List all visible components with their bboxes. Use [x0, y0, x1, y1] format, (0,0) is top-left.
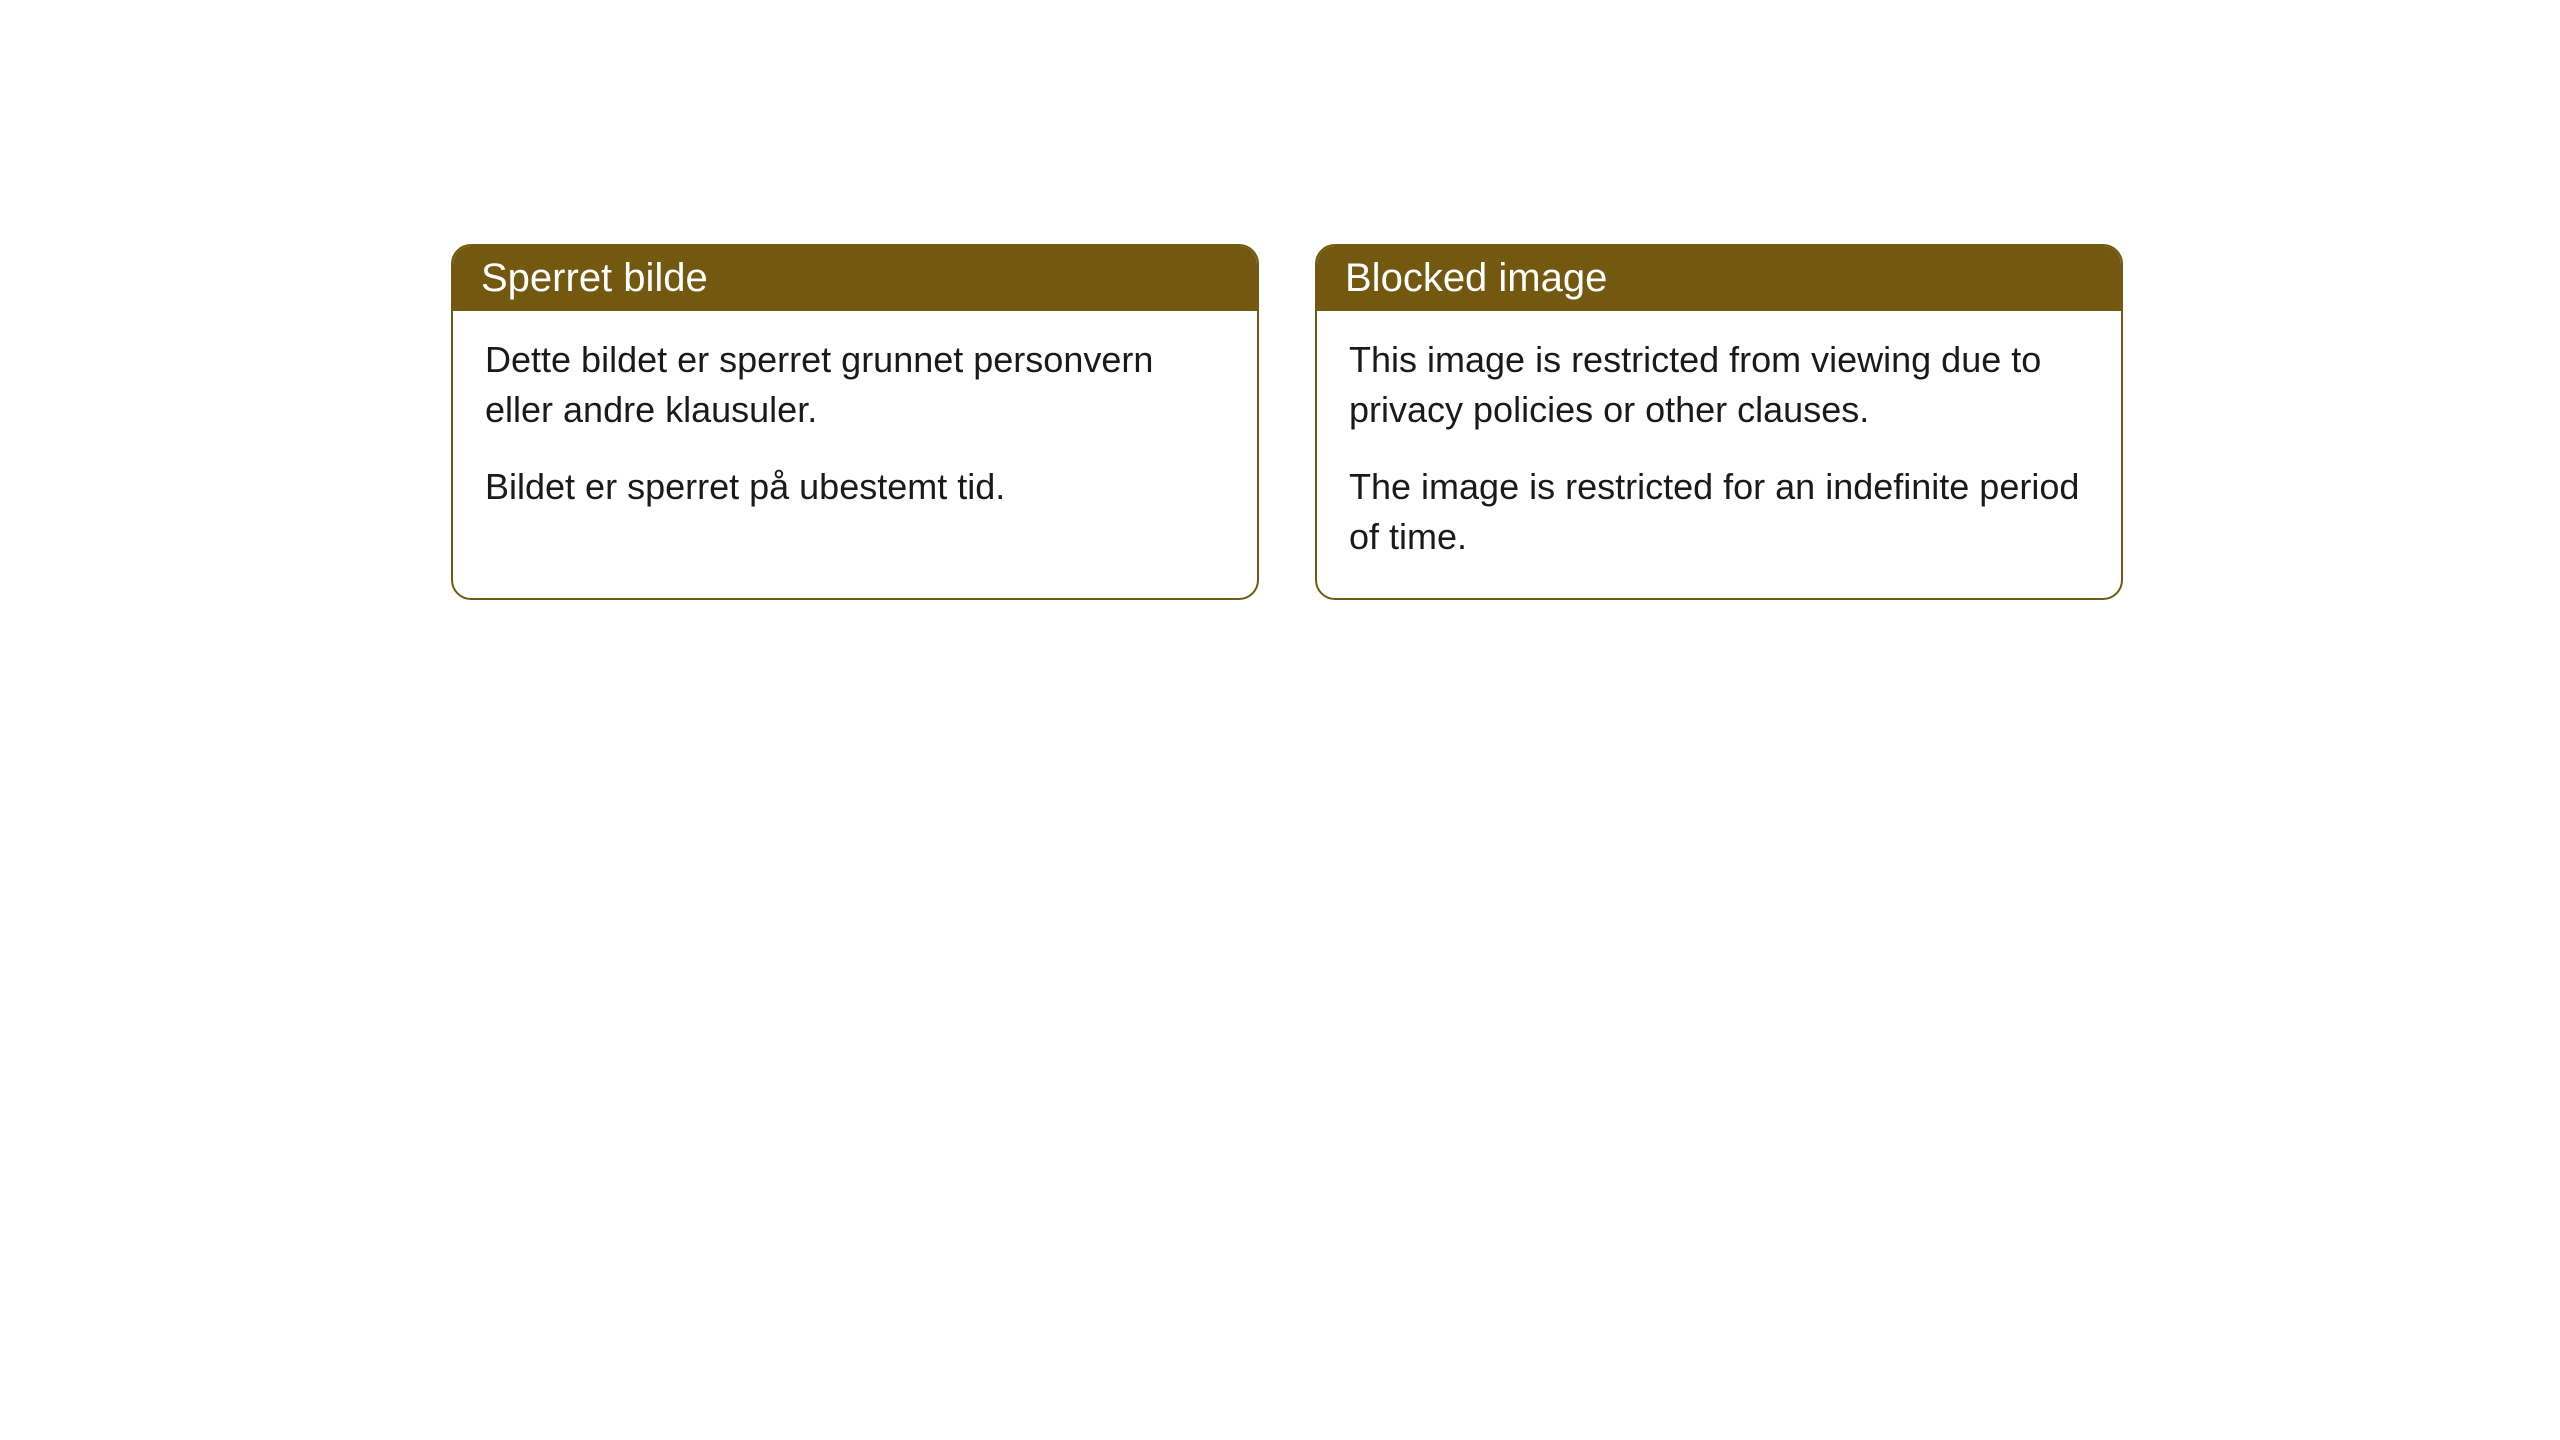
card-body: Dette bildet er sperret grunnet personve…	[453, 311, 1257, 548]
card-title: Blocked image	[1345, 256, 1607, 300]
card-paragraph: This image is restricted from viewing du…	[1349, 335, 2089, 434]
card-title: Sperret bilde	[481, 256, 708, 300]
card-body: This image is restricted from viewing du…	[1317, 311, 2121, 598]
card-paragraph: Dette bildet er sperret grunnet personve…	[485, 335, 1225, 434]
card-paragraph: Bildet er sperret på ubestemt tid.	[485, 462, 1225, 512]
card-header: Sperret bilde	[453, 246, 1257, 311]
notice-container: Sperret bilde Dette bildet er sperret gr…	[0, 0, 2560, 600]
card-header: Blocked image	[1317, 246, 2121, 311]
card-paragraph: The image is restricted for an indefinit…	[1349, 462, 2089, 561]
notice-card-norwegian: Sperret bilde Dette bildet er sperret gr…	[451, 244, 1259, 600]
notice-card-english: Blocked image This image is restricted f…	[1315, 244, 2123, 600]
